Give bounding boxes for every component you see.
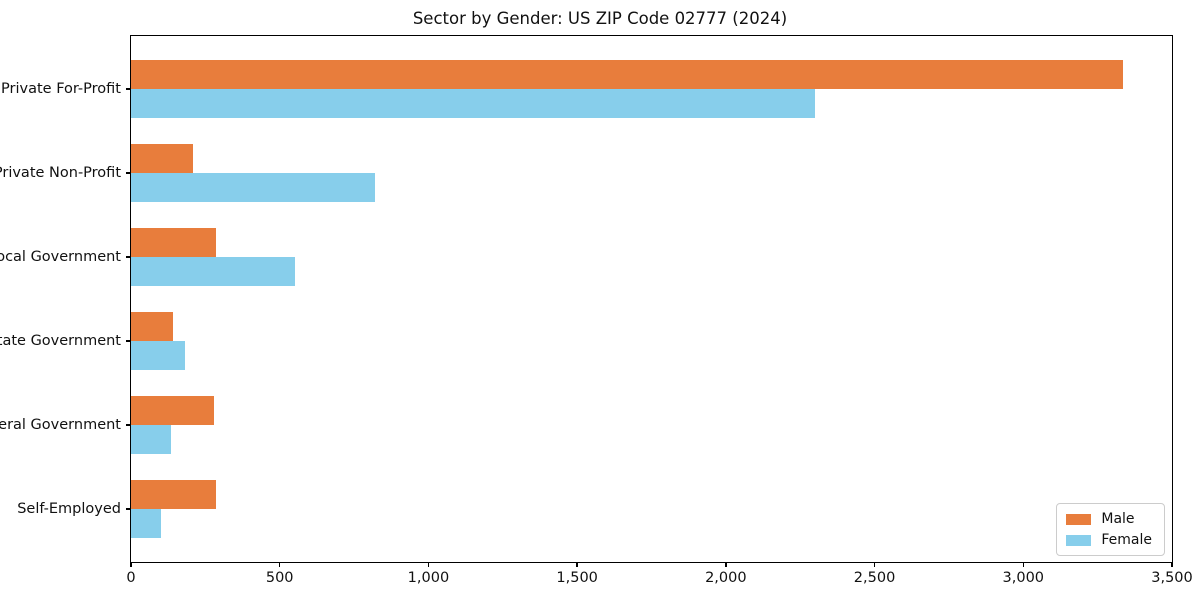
bar-female-5 bbox=[131, 509, 161, 538]
x-tick-mark bbox=[1022, 562, 1024, 567]
x-tick-mark bbox=[130, 562, 132, 567]
y-tick-label: Self-Employed bbox=[17, 501, 121, 517]
bar-female-2 bbox=[131, 257, 295, 286]
legend-item-female: Female bbox=[1066, 532, 1152, 548]
legend-label: Female bbox=[1101, 532, 1152, 548]
bar-female-3 bbox=[131, 341, 185, 370]
x-tick-mark bbox=[1171, 562, 1173, 567]
legend-swatch-male bbox=[1066, 513, 1092, 525]
bar-male-2 bbox=[131, 228, 216, 257]
y-tick-label: Private Non-Profit bbox=[0, 165, 121, 181]
bar-female-4 bbox=[131, 425, 172, 454]
plot-area: Male Female Private For-Profit Private Non… bbox=[0, 35, 1193, 586]
bar-female-1 bbox=[131, 173, 375, 202]
y-tick-mark bbox=[126, 424, 131, 426]
y-tick-mark bbox=[126, 88, 131, 90]
y-tick-mark bbox=[126, 172, 131, 174]
y-tick-mark bbox=[126, 340, 131, 342]
y-tick-label: State Government bbox=[0, 333, 121, 349]
x-tick-label: 2,000 bbox=[705, 570, 747, 586]
y-tick-label: Local Government bbox=[0, 249, 121, 265]
bar-male-0 bbox=[131, 60, 1123, 89]
y-tick-label: Federal Government bbox=[0, 417, 121, 433]
y-tick-mark bbox=[126, 256, 131, 258]
bar-male-4 bbox=[131, 396, 215, 425]
bar-female-0 bbox=[131, 89, 816, 118]
x-tick-label: 3,000 bbox=[1002, 570, 1045, 586]
x-tick-mark bbox=[576, 562, 578, 567]
x-tick-label: 2,500 bbox=[853, 570, 896, 586]
legend-label: Male bbox=[1101, 511, 1135, 527]
legend: Male Female bbox=[1056, 503, 1165, 556]
bar-male-1 bbox=[131, 144, 194, 173]
bar-male-3 bbox=[131, 312, 173, 341]
x-tick-mark bbox=[279, 562, 281, 567]
legend-swatch-female bbox=[1066, 534, 1092, 546]
x-tick-mark bbox=[725, 562, 727, 567]
x-tick-label: 500 bbox=[265, 570, 294, 586]
x-tick-label: 3,500 bbox=[1151, 570, 1193, 586]
bar-male-5 bbox=[131, 480, 216, 509]
x-tick-mark bbox=[873, 562, 876, 567]
y-tick-mark bbox=[126, 508, 131, 510]
x-tick-label: 1,500 bbox=[556, 570, 598, 586]
x-tick-label: 1,000 bbox=[407, 570, 450, 586]
x-tick-mark bbox=[427, 562, 430, 567]
y-tick-label: Private For-Profit bbox=[1, 81, 121, 97]
legend-item-male: Male bbox=[1066, 511, 1152, 527]
chart-title: Sector by Gender: US ZIP Code 02777 (202… bbox=[412, 9, 788, 28]
x-tick-label: 0 bbox=[126, 570, 136, 586]
